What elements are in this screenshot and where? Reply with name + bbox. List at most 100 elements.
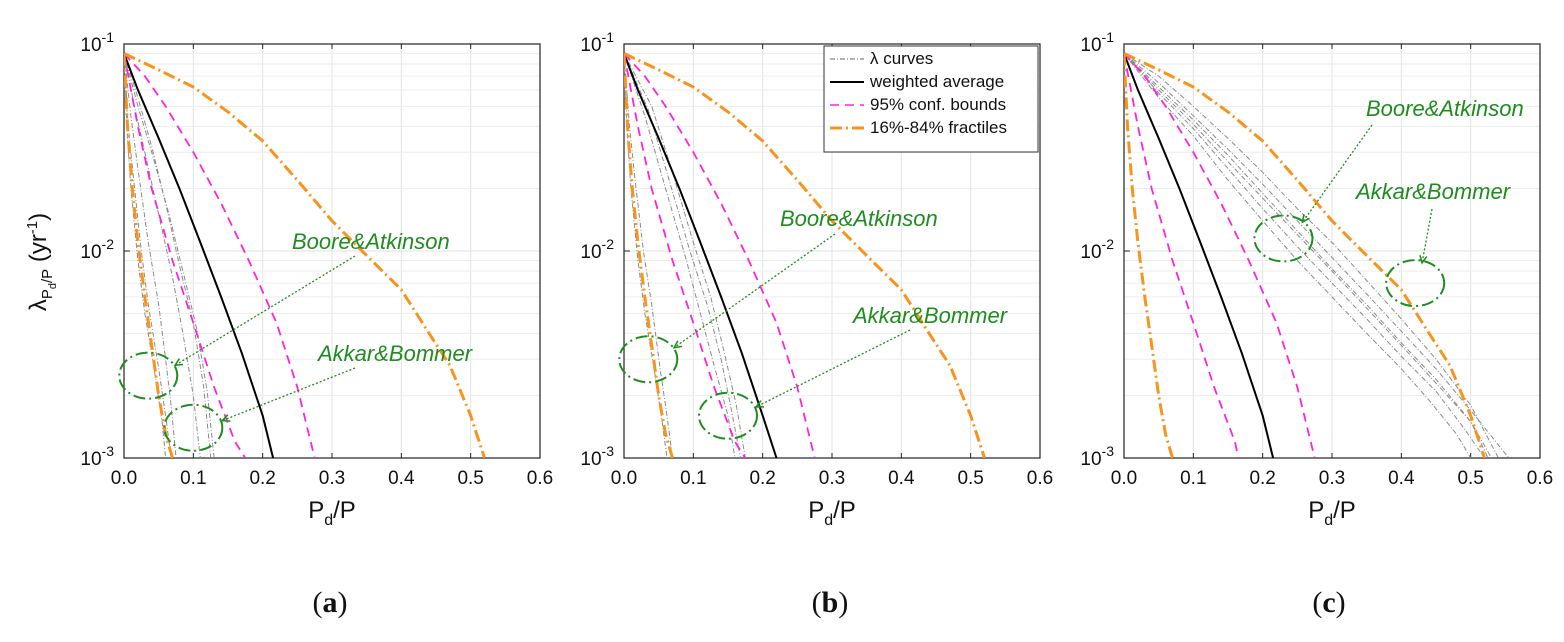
- x-tick-label: 0.1: [180, 468, 206, 489]
- y-axis-label: λPd/P (yr-1): [24, 213, 59, 311]
- series-95-conf-bounds: [124, 52, 316, 458]
- x-tick-label: 0.3: [819, 468, 845, 489]
- x-tick-label: 0.2: [749, 468, 775, 489]
- lambda-curve: [124, 53, 215, 458]
- series-16-84-fractiles: [624, 53, 674, 458]
- x-tick-label: 0.0: [611, 468, 637, 489]
- legend-label: λ curves: [870, 49, 933, 68]
- arrow-head-icon: [220, 414, 231, 422]
- x-tick-label: 0.1: [680, 468, 706, 489]
- y-tick-label: 10-2: [80, 236, 114, 263]
- annotation-label: Akkar&Bommer: [851, 303, 1009, 328]
- panel-b: 0.0 0.1 0.2 0.3 0.4 0.5 0.6 10-3 10-2 10-1 Pd/P Boo…: [580, 29, 1053, 529]
- x-tick-label: 0.5: [457, 468, 483, 489]
- x-tick-label: 0.2: [249, 468, 275, 489]
- arrow-head-icon: [754, 400, 765, 408]
- x-tick-label: 0.5: [1457, 468, 1483, 489]
- series-16-84-fractiles: [624, 52, 986, 458]
- y-tick-label: 10-2: [580, 236, 614, 263]
- annotation-arrow: [1421, 208, 1433, 263]
- panel-label-c: (c): [1312, 586, 1346, 619]
- y-tick-label: 10-3: [580, 443, 614, 470]
- annotation-arrow: [1302, 124, 1373, 223]
- series-95-conf-bounds: [1124, 52, 1316, 458]
- y-tick-label: 10-1: [580, 29, 614, 56]
- arrow-head-icon: [1419, 254, 1428, 265]
- lambda-curve: [1124, 53, 1510, 458]
- x-tick-label: 0.6: [1027, 468, 1053, 489]
- series-16-84-fractiles: [1124, 52, 1486, 458]
- x-tick-label: 0.5: [957, 468, 983, 489]
- x-tick-label: 0.4: [388, 468, 415, 489]
- lambda-curve: [624, 53, 746, 458]
- lambda-curve: [124, 53, 212, 458]
- legend-label: 16%-84% fractiles: [870, 118, 1007, 137]
- panel-a: 0.0 0.1 0.2 0.3 0.4 0.5 0.6 10-3 10-2 10-1 Pd/P Boo…: [80, 29, 553, 529]
- series-16-84-fractiles: [124, 53, 174, 458]
- grid: [123, 43, 541, 459]
- series-95-conf-bounds: [624, 53, 747, 458]
- curves: [624, 52, 986, 458]
- x-tick-label: 0.3: [1319, 468, 1345, 489]
- legend-label: weighted average: [869, 72, 1004, 91]
- arrow-head-icon: [173, 358, 184, 367]
- x-axis-label: Pd/P: [308, 497, 356, 529]
- x-tick-label: 0.3: [319, 468, 345, 489]
- curves: [124, 52, 486, 458]
- series-16-84-fractiles: [1124, 53, 1174, 458]
- series-weighted-average: [1124, 53, 1275, 458]
- annotation-label: Boore&Atkinson: [1366, 96, 1524, 121]
- lambda-curve: [1124, 53, 1499, 458]
- y-tick-label: 10-1: [1080, 29, 1114, 56]
- lambda-curve: [1124, 53, 1485, 458]
- x-axis-label: Pd/P: [808, 497, 856, 529]
- x-tick-label: 0.4: [1388, 468, 1415, 489]
- annotation-label: Akkar&Bommer: [1354, 179, 1512, 204]
- annotation-label: Boore&Atkinson: [292, 229, 450, 254]
- series-weighted-average: [124, 53, 275, 458]
- lambda-curve: [1124, 53, 1489, 458]
- x-tick-label: 0.1: [1180, 468, 1206, 489]
- annotation-label: Akkar&Bommer: [316, 341, 474, 366]
- y-tick-label: 10-1: [80, 29, 114, 56]
- y-tick-label: 10-3: [80, 443, 114, 470]
- x-tick-label: 0.0: [1111, 468, 1137, 489]
- annotation-label: Boore&Atkinson: [780, 206, 938, 231]
- series-weighted-average: [624, 53, 778, 458]
- series-95-conf-bounds: [624, 52, 816, 458]
- legend-box: [823, 45, 1039, 153]
- annotation-ellipse: [698, 391, 758, 440]
- series-16-84-fractiles: [124, 52, 486, 458]
- x-tick-label: 0.2: [1249, 468, 1275, 489]
- series-95-conf-bounds: [1124, 53, 1240, 458]
- lambda-curve: [624, 53, 736, 458]
- lambda-curve: [1124, 53, 1492, 458]
- y-tick-label: 10-2: [1080, 236, 1114, 263]
- x-tick-label: 0.0: [111, 468, 137, 489]
- panel-c: 0.0 0.1 0.2 0.3 0.4 0.5 0.6 10-3 10-2 10-1 Pd/P Boo…: [1080, 29, 1553, 529]
- y-tick-label: 10-3: [1080, 443, 1114, 470]
- lambda-curve: [124, 53, 177, 458]
- annotation-arrow: [174, 255, 356, 366]
- annotation-arrow: [755, 329, 911, 408]
- x-axis-label: Pd/P: [1308, 497, 1356, 529]
- annotation-arrow: [673, 233, 836, 349]
- annotation-ellipse: [1385, 259, 1446, 308]
- svg-text:λPd/P (yr-1): λPd/P (yr-1): [24, 213, 59, 311]
- annotation-ellipse: [618, 335, 679, 384]
- annotation-ellipse: [1253, 214, 1314, 263]
- annotation-arrow: [222, 367, 356, 422]
- series-95-conf-bounds: [124, 53, 247, 458]
- x-tick-label: 0.6: [527, 468, 553, 489]
- curves: [1124, 52, 1510, 458]
- lambda-curve: [624, 53, 673, 458]
- x-tick-label: 0.4: [888, 468, 915, 489]
- annotation-ellipse: [163, 403, 224, 452]
- x-tick-label: 0.6: [1527, 468, 1553, 489]
- panel-label-b: (b): [811, 586, 849, 619]
- panel-label-a: (a): [312, 586, 348, 619]
- lambda-curve: [624, 53, 668, 458]
- arrow-head-icon: [1301, 214, 1310, 224]
- arrow-head-icon: [672, 340, 683, 349]
